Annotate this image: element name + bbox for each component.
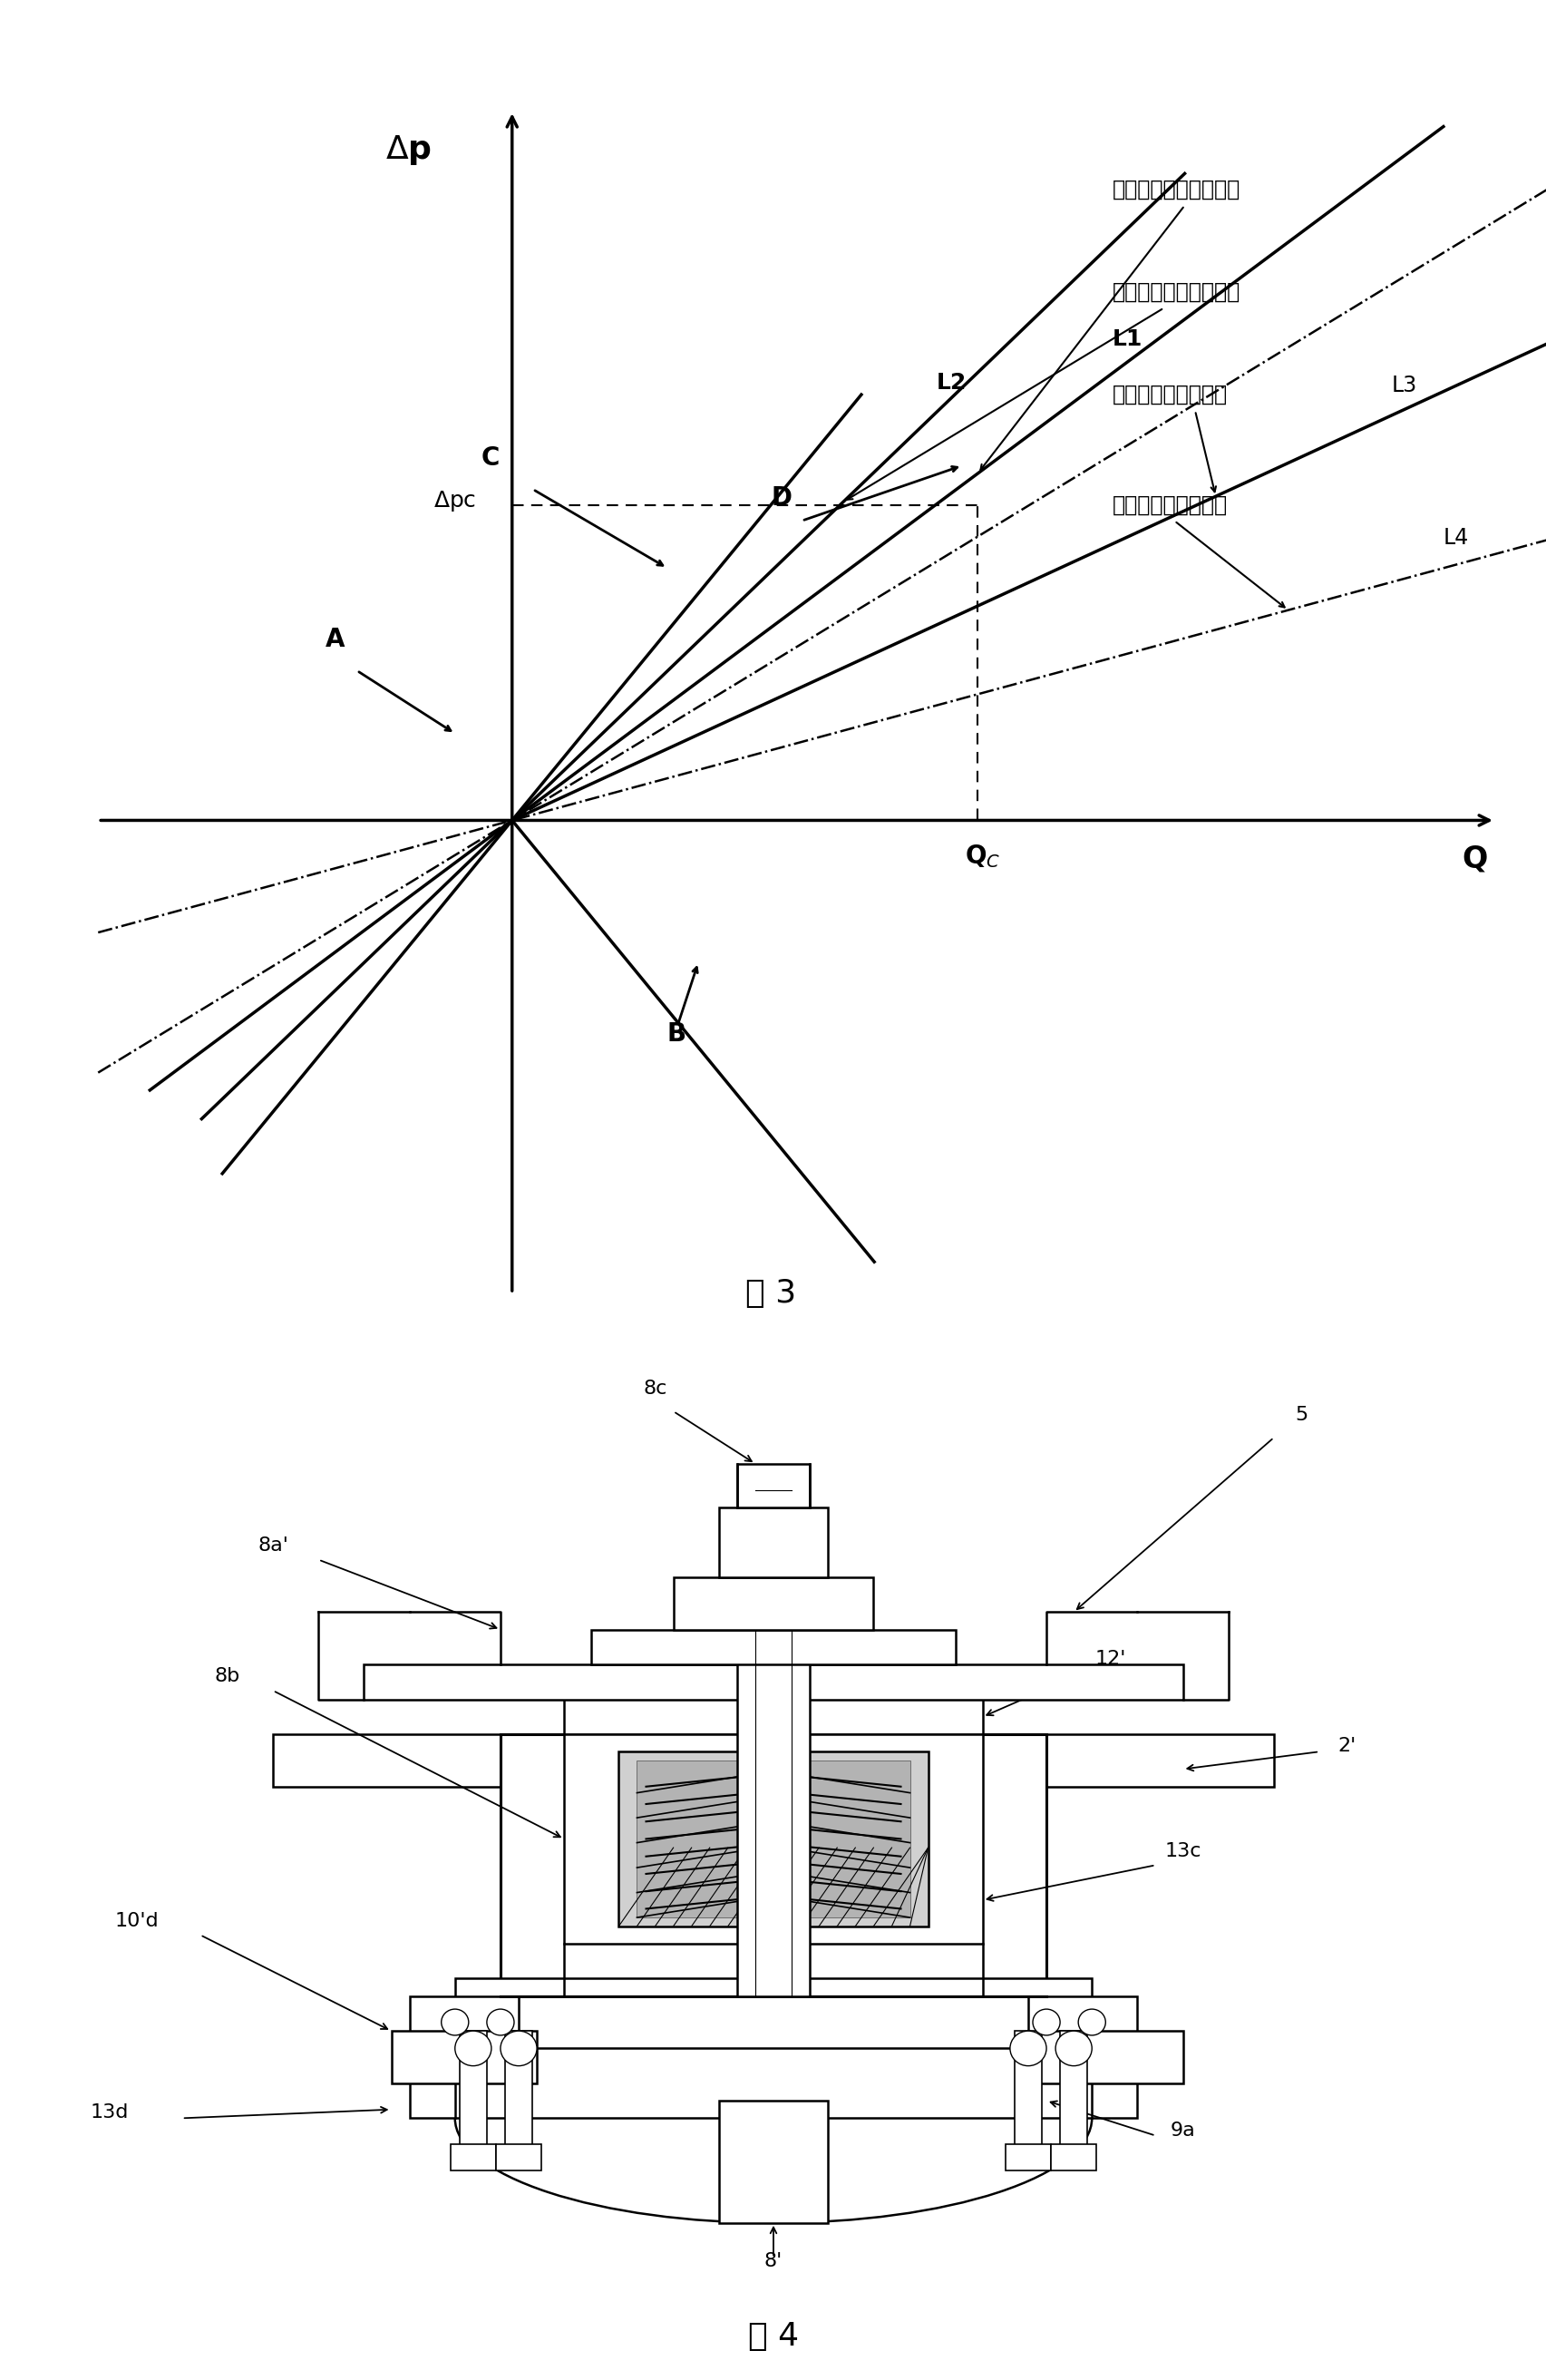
- Text: 12': 12': [1095, 1649, 1125, 1668]
- Text: 图 3: 图 3: [745, 1278, 796, 1309]
- Bar: [504, 2030, 532, 2154]
- Polygon shape: [909, 1735, 1274, 1787]
- Bar: [1014, 2030, 1042, 2154]
- Text: 13c: 13c: [1164, 1842, 1201, 1861]
- Text: 8b: 8b: [215, 1668, 240, 1685]
- Bar: [673, 1578, 873, 1630]
- Circle shape: [1078, 2009, 1105, 2035]
- Bar: [564, 1683, 982, 1735]
- Bar: [410, 1997, 518, 2049]
- Text: 8c: 8c: [643, 1380, 666, 1397]
- Polygon shape: [591, 1630, 955, 1664]
- Text: 螺纹密封（运转中）: 螺纹密封（运转中）: [1112, 383, 1228, 405]
- Text: 8a': 8a': [258, 1537, 288, 1554]
- Bar: [1050, 2144, 1096, 2171]
- Circle shape: [455, 2030, 492, 2066]
- Text: 间隙密封（短的设计）: 间隙密封（短的设计）: [1112, 281, 1240, 302]
- Circle shape: [1054, 2030, 1091, 2066]
- Polygon shape: [363, 1664, 1183, 1699]
- Bar: [1037, 2030, 1183, 2082]
- Bar: [410, 2049, 1136, 2118]
- Text: 2': 2': [1337, 1737, 1356, 1756]
- Bar: [1059, 2030, 1087, 2154]
- Text: 螺纹密封（停止中）: 螺纹密封（停止中）: [1112, 495, 1228, 516]
- Polygon shape: [618, 1752, 928, 1925]
- Text: L4: L4: [1442, 528, 1469, 550]
- Polygon shape: [272, 1735, 637, 1787]
- Text: Q$_C$: Q$_C$: [965, 843, 1000, 869]
- Bar: [459, 2030, 487, 2154]
- Text: 9a: 9a: [1170, 2121, 1195, 2140]
- Bar: [1028, 1997, 1136, 2049]
- Bar: [391, 2030, 536, 2082]
- Text: A: A: [326, 626, 345, 652]
- Bar: [450, 2144, 496, 2171]
- Text: $\Delta$p: $\Delta$p: [385, 133, 431, 167]
- Bar: [455, 1978, 1091, 2066]
- Text: 10'd: 10'd: [114, 1911, 158, 1930]
- Text: C: C: [481, 445, 499, 471]
- Bar: [496, 2144, 541, 2171]
- Text: Q: Q: [1461, 845, 1486, 873]
- Bar: [501, 1735, 1045, 1997]
- Circle shape: [441, 2009, 468, 2035]
- Bar: [564, 1735, 982, 1944]
- Bar: [719, 1507, 827, 1578]
- Bar: [736, 1464, 810, 1507]
- Text: 间隙密封（相同尺寸）: 间隙密封（相同尺寸）: [1112, 178, 1240, 200]
- Text: L2: L2: [935, 371, 966, 393]
- Bar: [719, 2102, 827, 2223]
- Bar: [1005, 2144, 1050, 2171]
- Text: D: D: [770, 486, 792, 509]
- Text: B: B: [666, 1021, 686, 1047]
- Text: 图 4: 图 4: [748, 2320, 798, 2351]
- Circle shape: [487, 2009, 513, 2035]
- Text: L3: L3: [1391, 374, 1416, 395]
- Text: 8': 8': [764, 2251, 782, 2271]
- Text: 5: 5: [1294, 1407, 1306, 1423]
- Polygon shape: [637, 1761, 909, 1918]
- Bar: [736, 1559, 810, 1997]
- Text: L1: L1: [1112, 328, 1142, 350]
- Text: 13d: 13d: [90, 2104, 128, 2123]
- Text: $\Delta$pc: $\Delta$pc: [433, 488, 476, 514]
- Circle shape: [1033, 2009, 1059, 2035]
- Circle shape: [1010, 2030, 1045, 2066]
- Circle shape: [501, 2030, 536, 2066]
